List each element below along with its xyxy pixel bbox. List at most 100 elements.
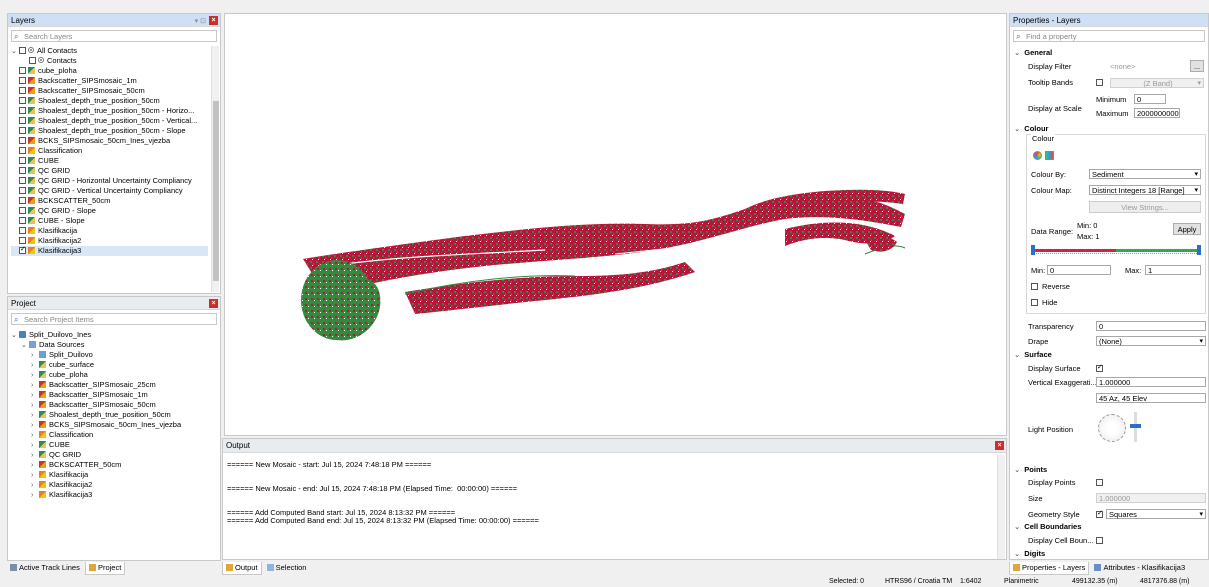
layer-visibility-checkbox[interactable] [19, 186, 26, 194]
colour-by-select[interactable]: Sediment [1089, 169, 1201, 179]
project-item-row[interactable]: › Split_Duilovo [11, 350, 208, 360]
expand-toggle-icon[interactable]: › [31, 402, 34, 409]
expand-toggle-icon[interactable]: › [31, 462, 34, 469]
range-min-input[interactable]: 0 [1047, 265, 1111, 275]
project-item-row[interactable]: › BCKSCATTER_50cm [11, 460, 208, 470]
tab-attributes[interactable]: Attributes - Klasifikacija3 [1091, 562, 1188, 574]
layer-visibility-checkbox[interactable] [19, 66, 26, 74]
layer-row[interactable]: Klasifikacija3 [11, 245, 208, 256]
layer-visibility-checkbox[interactable] [19, 166, 26, 174]
tab-properties-layers[interactable]: Properties - Layers [1009, 562, 1090, 575]
transparency-input[interactable]: 0 [1096, 321, 1206, 331]
light-position-dial[interactable] [1098, 414, 1126, 442]
project-item-row[interactable]: › Backscatter_SIPSmosaic_25cm [11, 380, 208, 390]
layers-scrollbar[interactable] [211, 46, 219, 292]
tooltip-bands-checkbox[interactable] [1096, 79, 1103, 86]
expand-toggle-icon[interactable]: › [31, 372, 34, 379]
layer-row[interactable]: QC GRID - Horizontal Uncertainty Complia… [11, 176, 208, 186]
expand-toggle-icon[interactable]: ⌄ [11, 48, 17, 55]
layer-row[interactable]: Shoalest_depth_true_position_50cm - Vert… [11, 116, 208, 126]
minimum-scale-input[interactable]: 0 [1134, 94, 1166, 104]
colour-section-header[interactable]: ⌄ Colour [1014, 124, 1049, 133]
cell-boundaries-section-header[interactable]: ⌄ Cell Boundaries [1014, 522, 1082, 531]
layer-row[interactable]: QC GRID [11, 166, 208, 176]
colour-wheel-icon[interactable] [1033, 151, 1042, 160]
project-item-row[interactable]: › Shoalest_depth_true_position_50cm [11, 410, 208, 420]
hide-checkbox[interactable] [1031, 299, 1038, 306]
size-input[interactable]: 1.000000 [1096, 493, 1206, 503]
layer-row[interactable]: CUBE - Slope [11, 216, 208, 226]
expand-toggle-icon[interactable]: › [31, 472, 34, 479]
expand-toggle-icon[interactable]: › [31, 422, 34, 429]
colour-ramp-icon[interactable] [1045, 151, 1054, 160]
map-view[interactable] [224, 13, 1007, 436]
project-item-row[interactable]: ⌄ Split_Duilovo_Ines [11, 330, 208, 340]
layer-visibility-checkbox[interactable] [19, 86, 26, 94]
vertical-exaggeration-input[interactable]: 1.000000 [1096, 377, 1206, 387]
close-icon[interactable]: × [209, 16, 218, 25]
layer-visibility-checkbox[interactable] [29, 56, 36, 64]
layer-visibility-checkbox[interactable] [19, 226, 26, 234]
tab-selection[interactable]: Selection [264, 562, 310, 574]
project-item-row[interactable]: › CUBE [11, 440, 208, 450]
range-max-handle[interactable] [1197, 245, 1201, 255]
layer-row[interactable]: Shoalest_depth_true_position_50cm - Hori… [11, 106, 208, 116]
project-item-row[interactable]: › Classification [11, 430, 208, 440]
property-search-input[interactable]: ⌕ Find a property [1013, 30, 1205, 42]
expand-toggle-icon[interactable]: › [31, 412, 34, 419]
layer-row[interactable]: Klasifikacija2 [11, 236, 208, 246]
layer-row[interactable]: QC GRID - Slope [11, 206, 208, 216]
layer-row[interactable]: CUBE [11, 156, 208, 166]
colour-map-select[interactable]: Distinct Integers 18 [Range] [1089, 185, 1201, 195]
expand-toggle-icon[interactable]: › [31, 442, 34, 449]
layer-visibility-checkbox[interactable] [19, 245, 26, 255]
expand-toggle-icon[interactable]: › [31, 492, 34, 499]
close-icon[interactable]: × [209, 299, 218, 308]
geometry-style-select[interactable]: Squares [1106, 509, 1206, 519]
display-points-checkbox[interactable] [1096, 479, 1103, 486]
layers-scroll-thumb[interactable] [213, 101, 219, 281]
surface-section-header[interactable]: ⌄ Surface [1014, 350, 1052, 359]
layer-row[interactable]: BCKSCATTER_50cm [11, 196, 208, 206]
project-search-input[interactable]: ⌕ Search Project Items [11, 313, 217, 325]
expand-toggle-icon[interactable]: › [31, 362, 34, 369]
tab-active-track-lines[interactable]: Active Track Lines [7, 562, 83, 574]
points-section-header[interactable]: ⌄ Points [1014, 465, 1048, 474]
project-item-row[interactable]: › cube_ploha [11, 370, 208, 380]
display-filter-button[interactable]: ... [1190, 60, 1204, 72]
digits-section-header[interactable]: ⌄ Digits [1014, 549, 1046, 558]
layer-row[interactable]: Klasifikacija [11, 226, 208, 236]
layer-visibility-checkbox[interactable] [19, 136, 26, 144]
layer-visibility-checkbox[interactable] [19, 116, 26, 124]
expand-toggle-icon[interactable]: › [31, 452, 34, 459]
light-position-input[interactable]: 45 Az, 45 Elev [1096, 393, 1206, 403]
expand-toggle-icon[interactable]: › [31, 482, 34, 489]
project-item-row[interactable]: › Klasifikacija3 [11, 490, 208, 500]
layers-search-input[interactable]: ⌕ Search Layers [11, 30, 217, 42]
view-strings-button[interactable]: View Strings... [1089, 201, 1201, 213]
general-section-header[interactable]: ⌄ General [1014, 48, 1053, 57]
sediment-map[interactable] [225, 14, 1008, 437]
layer-visibility-checkbox[interactable] [19, 76, 26, 84]
expand-toggle-icon[interactable]: › [31, 352, 34, 359]
display-surface-checkbox[interactable] [1096, 363, 1103, 372]
layer-visibility-checkbox[interactable] [19, 146, 26, 154]
pin-icon[interactable]: ▾ ⊡ [194, 18, 206, 25]
expand-toggle-icon[interactable]: ⌄ [11, 332, 17, 339]
drape-select[interactable]: (None) [1096, 336, 1206, 346]
layer-visibility-checkbox[interactable] [19, 236, 26, 244]
expand-toggle-icon[interactable]: ⌄ [21, 342, 27, 349]
layer-visibility-checkbox[interactable] [19, 196, 26, 204]
layer-row[interactable]: Backscatter_SIPSmosaic_1m [11, 76, 208, 86]
display-cell-boundaries-checkbox[interactable] [1096, 537, 1103, 544]
project-item-row[interactable]: › Klasifikacija [11, 470, 208, 480]
layer-row[interactable]: cube_ploha [11, 66, 208, 76]
project-item-row[interactable]: › cube_surface [11, 360, 208, 370]
layer-visibility-checkbox[interactable] [19, 156, 26, 164]
expand-toggle-icon[interactable]: › [31, 432, 34, 439]
project-item-row[interactable]: › Klasifikacija2 [11, 480, 208, 490]
layer-visibility-checkbox[interactable] [19, 126, 26, 134]
layer-row[interactable]: Shoalest_depth_true_position_50cm - Slop… [11, 126, 208, 136]
layer-row[interactable]: Classification [11, 146, 208, 156]
tab-project[interactable]: Project [84, 562, 126, 575]
